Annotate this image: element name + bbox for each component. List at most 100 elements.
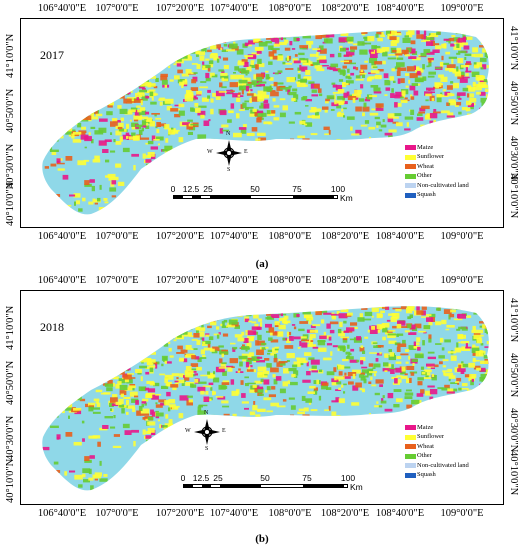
legend-label: Squash <box>417 191 436 198</box>
scale-label: 12.5 <box>192 473 210 483</box>
longitude-tick-top: 108°40'0"E <box>375 275 425 286</box>
longitude-tick-bottom: 106°40'0"E <box>37 508 87 519</box>
scale-unit: Km <box>350 482 363 492</box>
scale-label: 100 <box>340 473 356 483</box>
legend-swatch <box>405 453 416 459</box>
legend-label: Maize <box>417 143 434 151</box>
latitude-tick-left: 40°50'0"N <box>5 88 16 133</box>
longitude-tick-top: 108°40'0"E <box>375 3 425 14</box>
legend-swatch <box>405 472 416 478</box>
legend-swatch <box>405 145 416 151</box>
latitude-tick-left: 40°10'0"N <box>5 181 16 226</box>
compass-s: S <box>227 167 231 173</box>
legend-item: Sunflower <box>405 153 469 163</box>
legend-swatch <box>405 463 416 469</box>
legend-swatch <box>405 444 416 450</box>
legend-label: Other <box>417 452 432 459</box>
longitude-tick-bottom: 108°0'0"E <box>268 231 312 242</box>
longitude-tick-bottom: 108°40'0"E <box>375 231 425 242</box>
longitude-tick-bottom: 107°0'0"E <box>95 231 139 242</box>
latitude-tick-left: 40°30'0"N <box>5 415 16 460</box>
scale-label: 12.5 <box>182 184 200 194</box>
legend-item: Maize <box>405 143 469 153</box>
legend-swatch <box>405 173 416 179</box>
longitude-tick-top: 107°0'0"E <box>95 275 139 286</box>
longitude-tick-bottom: 108°40'0"E <box>375 508 425 519</box>
longitude-tick-top: 107°0'0"E <box>95 3 139 14</box>
longitude-tick-top: 108°20'0"E <box>320 275 370 286</box>
panel-2017: 2017 (a) 106°40'0"E 107°0'0"E 107°20'0"E 10… <box>5 3 519 270</box>
year-label: 2018 <box>40 320 64 334</box>
scale-label: 25 <box>213 473 223 483</box>
latitude-tick-left: 40°50'0"N <box>5 360 16 405</box>
legend-item: Other <box>405 452 469 462</box>
latitude-tick-left: 40°10'0"N <box>5 458 16 503</box>
longitude-tick-bottom: 106°40'0"E <box>37 231 87 242</box>
scale-label: 100 <box>330 184 346 194</box>
legend-label: Wheat <box>417 442 434 450</box>
longitude-tick-bottom: 109°0'0"E <box>440 231 484 242</box>
legend-label: Wheat <box>417 162 434 170</box>
longitude-tick-bottom: 107°20'0"E <box>155 508 205 519</box>
legend-label: Non-cultivated land <box>417 461 469 469</box>
longitude-tick-top: 106°40'0"E <box>37 3 87 14</box>
scale-label: 50 <box>250 184 260 194</box>
longitude-tick-bottom: 107°40'0"E <box>209 508 259 519</box>
legend-label: Sunflower <box>417 153 445 160</box>
scale-label: 75 <box>302 473 312 483</box>
compass-n: N <box>226 131 231 137</box>
legend-label: Maize <box>417 423 434 431</box>
legend-swatch <box>405 183 416 189</box>
panel-caption: (b) <box>255 533 269 545</box>
legend-item: Wheat <box>405 162 469 172</box>
scale-bar-graphic <box>173 195 338 199</box>
latitude-tick-left: 41°10'0"N <box>5 305 16 350</box>
compass-n: N <box>204 410 209 416</box>
scale-bar: 0 12.5 25 50 75 100 Km <box>168 184 358 206</box>
legend-swatch <box>405 434 416 440</box>
compass-s: S <box>205 446 209 452</box>
map-frame <box>20 290 504 505</box>
legend: Maize Sunflower Wheat Other Non-cultivated l… <box>405 423 469 480</box>
scale-bar: 0 12.5 25 50 75 100 Km <box>178 473 368 495</box>
compass-w: W <box>185 428 191 434</box>
latitude-tick-right: 41°10'0"N <box>508 298 519 343</box>
scale-unit: Km <box>340 193 353 203</box>
legend-label: Squash <box>417 471 436 478</box>
longitude-tick-top: 107°40'0"E <box>209 275 259 286</box>
longitude-tick-top: 107°20'0"E <box>155 3 205 14</box>
scale-label: 0 <box>180 473 186 483</box>
longitude-tick-bottom: 107°40'0"E <box>209 231 259 242</box>
compass-e: E <box>244 149 248 155</box>
map-frame <box>20 18 504 228</box>
legend-item: Squash <box>405 191 469 201</box>
latitude-tick-right: 40°50'0"N <box>508 353 519 398</box>
scale-label: 0 <box>170 184 176 194</box>
north-arrow-icon: N S E W <box>185 410 226 452</box>
legend-swatch <box>405 425 416 431</box>
longitude-tick-top: 107°20'0"E <box>155 275 205 286</box>
longitude-tick-top: 108°0'0"E <box>268 275 312 286</box>
longitude-tick-top: 106°40'0"E <box>37 275 87 286</box>
legend-item: Wheat <box>405 442 469 452</box>
legend-label: Other <box>417 172 432 179</box>
legend-label: Non-cultivated land <box>417 181 469 189</box>
panel-caption: (a) <box>255 258 269 270</box>
longitude-tick-bottom: 108°20'0"E <box>320 508 370 519</box>
compass-w: W <box>207 149 213 155</box>
longitude-tick-top: 109°0'0"E <box>440 3 484 14</box>
longitude-tick-bottom: 108°0'0"E <box>268 508 312 519</box>
panel-2018: 2018 (b) 106°40'0"E 107°0'0"E 107°20'0"E 10… <box>0 275 524 550</box>
latitude-tick-right: 40°10'0"N <box>508 174 519 219</box>
longitude-tick-bottom: 107°0'0"E <box>95 508 139 519</box>
legend-item: Maize <box>405 423 469 433</box>
longitude-tick-top: 108°0'0"E <box>268 3 312 14</box>
legend: Maize Sunflower Wheat Other Non-cultivated l… <box>405 143 469 200</box>
scale-bar-graphic <box>183 484 348 488</box>
latitude-tick-right: 40°10'0"N <box>508 451 519 496</box>
longitude-tick-bottom: 108°20'0"E <box>320 231 370 242</box>
legend-swatch <box>405 192 416 198</box>
legend-item: Squash <box>405 471 469 481</box>
compass-e: E <box>222 428 226 434</box>
crop-map <box>42 30 489 215</box>
